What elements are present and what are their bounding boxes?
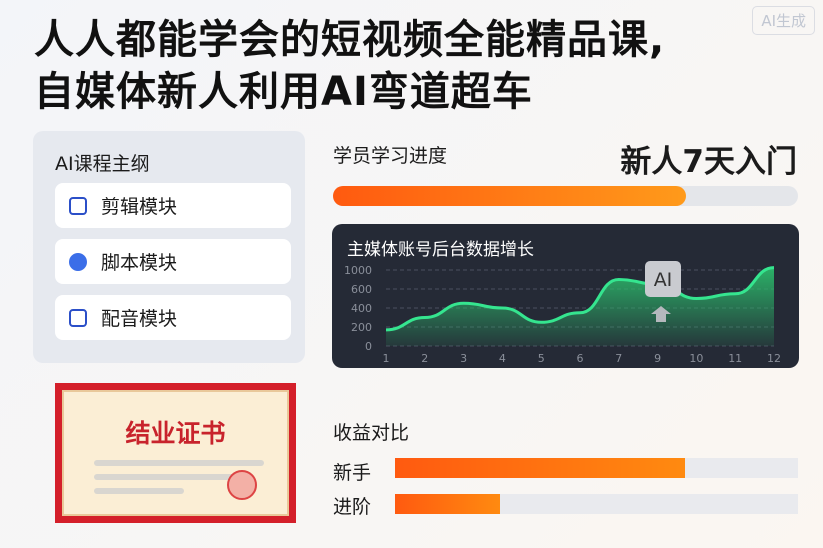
title-line-2: 自媒体新人利用AI弯道超车	[34, 69, 533, 115]
x-tick-label: 5	[538, 352, 545, 365]
module-label: 剪辑模块	[101, 196, 178, 218]
module-label: 脚本模块	[101, 252, 178, 274]
ai-generated-watermark: AI生成	[752, 6, 815, 35]
seal-icon	[227, 470, 257, 500]
x-tick-label: 1	[383, 352, 390, 365]
income-fill	[395, 494, 500, 514]
progress-label: 学员学习进度	[333, 145, 448, 167]
text-line	[94, 474, 244, 480]
progress-fill	[333, 186, 687, 206]
arrow-up-icon	[651, 306, 671, 322]
ai-badge-label: AI	[654, 269, 673, 291]
x-tick-label: 11	[728, 352, 742, 365]
title-line-1: 人人都能学会的短视频全能精品课,	[34, 17, 666, 63]
certificate: 结业证书	[55, 383, 296, 523]
x-tick-label: 2	[421, 352, 428, 365]
x-tick-label: 12	[767, 352, 781, 365]
income-label-advanced: 进阶	[333, 496, 372, 518]
series-line	[385, 266, 775, 332]
growth-chart: 主媒体账号后台数据增长 0 200 400 600 1000 1 2 3 4 5 6 7 9 10 11 12…	[332, 224, 799, 368]
text-line	[94, 488, 184, 494]
outline-heading: AI课程主纲	[55, 153, 150, 175]
y-tick-label: 0	[365, 340, 372, 353]
chart-title: 主媒体账号后台数据增长	[347, 240, 534, 260]
x-tick-label: 9	[654, 352, 661, 365]
ai-badge	[645, 261, 681, 297]
x-tick-label: 10	[689, 352, 703, 365]
x-tick-label: 3	[460, 352, 467, 365]
module-script[interactable]: 脚本模块	[55, 239, 291, 284]
module-editing[interactable]: 剪辑模块	[55, 183, 291, 228]
income-fill	[395, 458, 686, 478]
globe-badge-icon	[69, 252, 87, 271]
y-tick-label: 400	[351, 302, 372, 315]
x-tick-label: 6	[577, 352, 584, 365]
text-line	[94, 460, 264, 466]
area-fill	[386, 267, 774, 346]
inbox-icon	[69, 308, 87, 327]
income-bar-novice	[395, 458, 798, 478]
x-tick-label: 4	[499, 352, 506, 365]
certificate-title: 结业证书	[125, 419, 226, 448]
y-tick-label: 200	[351, 321, 372, 334]
course-outline-panel: AI课程主纲 剪辑模块 脚本模块 配音模块	[33, 131, 305, 363]
x-tick-label: 7	[615, 352, 622, 365]
clipboard-check-icon	[69, 196, 87, 215]
income-title: 收益对比	[333, 422, 410, 444]
module-label: 配音模块	[101, 308, 178, 330]
progress-badge: 新人7天入门	[620, 144, 797, 180]
income-label-novice: 新手	[333, 462, 372, 484]
page-title: 人人都能学会的短视频全能精品课, 自媒体新人利用AI弯道超车	[34, 14, 665, 118]
y-tick-label: 1000	[344, 264, 372, 277]
progress-bar	[333, 186, 798, 206]
module-voiceover[interactable]: 配音模块	[55, 295, 291, 340]
y-tick-label: 600	[351, 283, 372, 296]
income-bar-advanced	[395, 494, 798, 514]
